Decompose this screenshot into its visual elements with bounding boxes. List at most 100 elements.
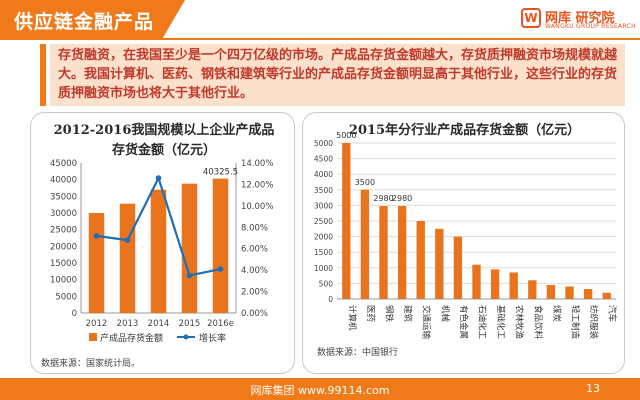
left-axis-tick: 25000	[50, 226, 77, 236]
x-tick-label: 2013	[117, 319, 139, 329]
x-tick-label: 2014	[148, 319, 170, 329]
bar	[453, 236, 463, 299]
y-axis-tick: 4500	[314, 155, 333, 164]
x-tick-label: 基础化工	[495, 305, 506, 340]
footer-text: 网库集团 www.99114.com	[250, 384, 390, 397]
left-axis-tick: 40000	[50, 176, 77, 186]
header-bar: 供应链金融产品 W 网库 研究院 WANGKU GROUP RESEARCH	[0, 0, 640, 40]
right-chart-source: 数据来源：中国银行	[317, 348, 399, 358]
y-axis-tick: 3000	[314, 201, 333, 210]
legend-bar-label: 产成品存货金额	[100, 332, 163, 344]
data-label: 5000	[336, 131, 356, 140]
page-number: 13	[586, 382, 600, 395]
bar	[509, 272, 518, 299]
right-axis-tick: 4.00%	[241, 266, 268, 276]
bar	[379, 206, 388, 299]
y-axis-tick: 5000	[314, 139, 333, 148]
left-chart-panel: 2012-2016我国规模以上企业产成品存货金额（亿元） 0 5000 10000 1…	[30, 112, 295, 374]
bar	[565, 286, 574, 299]
bar	[119, 203, 136, 313]
title-band	[0, 0, 185, 38]
left-chart: 0 5000 10000 15000 20000 25000 30000 35000 40000…	[50, 159, 273, 344]
intro-box	[50, 44, 625, 106]
bar	[342, 143, 351, 299]
x-tick-label: 有色金属	[458, 305, 469, 339]
y-axis-tick: 1500	[314, 248, 333, 257]
left-chart-source: 数据来源：国家统计局。	[41, 359, 141, 369]
left-axis-tick: 45000	[50, 159, 77, 169]
x-tick-label: 纺织服装	[588, 305, 599, 340]
bar	[150, 189, 167, 313]
bar	[546, 284, 556, 299]
right-chart-title: 2015年分行业产成品存货金额（亿元）	[348, 123, 581, 138]
bar	[472, 264, 481, 299]
logo-icon: W	[521, 8, 541, 28]
bar	[181, 183, 198, 313]
bar	[583, 289, 593, 299]
right-axis-tick: 10.00%	[241, 202, 273, 212]
data-label: 40325.5	[203, 168, 238, 178]
right-chart-panel: 2015年分行业产成品存货金额（亿元） 0 500 1000 1500 2000 2500…	[302, 112, 625, 374]
bar	[490, 269, 500, 299]
left-axis-tick: 30000	[50, 209, 77, 219]
right-axis-tick: 8.00%	[241, 223, 268, 233]
right-axis-tick: 2.00%	[241, 288, 268, 298]
line-point	[155, 175, 162, 181]
data-label: 2980	[373, 194, 393, 203]
x-tick-label: 轻工制造	[570, 305, 581, 340]
line-point	[186, 272, 193, 279]
x-tick-label: 农林牧渔	[514, 305, 525, 340]
left-axis-tick: 15000	[50, 259, 77, 269]
y-axis-tick: 500	[319, 279, 334, 288]
x-tick-label: 医药	[365, 305, 376, 322]
intro-accent-bar	[40, 44, 46, 106]
y-axis-tick: 2500	[314, 217, 333, 226]
y-axis-tick: 1000	[314, 264, 333, 273]
data-label: 2980	[392, 194, 412, 203]
left-axis-tick: 5000	[55, 292, 77, 302]
footer: 网库集团 www.99114.com 13	[0, 378, 640, 400]
x-tick-label: 交通运输	[421, 305, 432, 340]
x-tick-label: 建筑	[402, 305, 413, 323]
left-chart-title: 2012-2016我国规模以上企业产成品存货金额（亿元）	[53, 123, 275, 158]
left-axis-tick: 10000	[50, 276, 77, 286]
x-tick-label: 2012	[86, 319, 108, 329]
bar	[397, 206, 407, 299]
right-axis-tick: 14.00%	[241, 159, 273, 169]
left-axis-tick: 0	[72, 309, 77, 319]
x-tick-label: 石油化工	[477, 305, 488, 340]
x-tick-label: 煤炭	[551, 305, 562, 323]
y-axis-tick: 4000	[314, 170, 333, 179]
bar	[416, 221, 425, 299]
intro-text: 存货融资，在我国至少是一个四万亿级的市场。产成品存货金额越大，存货质押融资市场规…	[58, 48, 618, 101]
data-label: 3500	[355, 178, 375, 187]
line-point	[124, 237, 131, 243]
bar	[88, 213, 105, 313]
line-point	[93, 233, 100, 239]
bar	[212, 178, 229, 313]
bar	[528, 280, 537, 299]
right-axis-tick: 12.00%	[241, 180, 273, 190]
line-point	[217, 266, 224, 272]
legend-line-marker	[183, 334, 189, 340]
x-tick-label: 汽车	[607, 305, 618, 322]
legend-bar-swatch	[89, 333, 97, 341]
bar	[435, 228, 444, 299]
x-tick-label: 食品饮料	[532, 305, 543, 340]
bar	[602, 292, 611, 299]
page-title: 供应链金融产品	[14, 11, 155, 33]
right-axis-tick: 0.00%	[241, 309, 268, 319]
bar	[360, 189, 370, 299]
left-axis-tick: 20000	[50, 242, 77, 252]
logo: W 网库 研究院 WANGKU GROUP RESEARCH	[521, 6, 636, 34]
legend-line-label: 增长率	[199, 332, 226, 344]
y-axis-tick: 0	[328, 295, 333, 304]
logo-subtitle: WANGKU GROUP RESEARCH	[545, 23, 636, 30]
left-axis-tick: 35000	[50, 192, 77, 202]
y-axis-tick: 3500	[314, 186, 333, 195]
logo-name: 网库 研究院	[545, 11, 615, 26]
x-tick-label: 机械	[439, 305, 450, 323]
header-divider	[0, 38, 640, 40]
right-chart: 0 500 1000 1500 2000 2500 3000 3500 4000 4500 5000…	[314, 131, 618, 340]
x-tick-label: 计算机	[346, 305, 357, 331]
